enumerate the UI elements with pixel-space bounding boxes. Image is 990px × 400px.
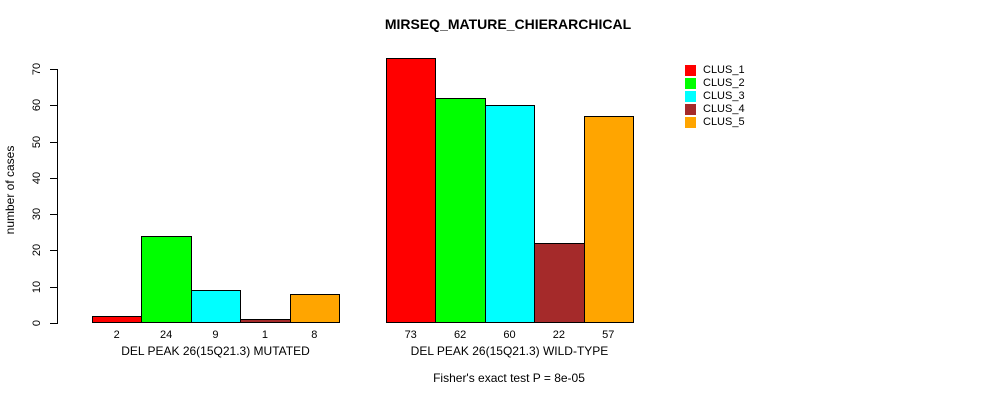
bar xyxy=(534,243,585,323)
bar-value-label: 62 xyxy=(453,329,467,341)
y-tick-mark xyxy=(50,177,57,179)
bar xyxy=(435,98,486,323)
legend-item-label: CLUS_2 xyxy=(703,77,745,89)
bar xyxy=(92,315,143,323)
legend-item: CLUS_2 xyxy=(685,77,745,90)
bar xyxy=(386,58,437,323)
y-tick-label: 10 xyxy=(31,280,43,293)
legend: CLUS_1 CLUS_2 CLUS_3 CLUS_4 CLUS_5 xyxy=(685,64,745,129)
legend-color-swatch xyxy=(685,65,696,76)
y-tick-label: 70 xyxy=(31,62,43,76)
annotation-text: Fisher's exact test P = 8e-05 xyxy=(433,371,585,385)
y-axis-line xyxy=(57,69,58,324)
bar xyxy=(141,235,192,323)
y-tick-mark xyxy=(50,286,57,288)
y-tick-mark xyxy=(50,250,57,252)
bar-value-label: 8 xyxy=(311,329,318,341)
y-tick-label: 40 xyxy=(31,171,43,184)
bar-value-label: 60 xyxy=(503,329,516,341)
legend-item: CLUS_1 xyxy=(685,64,745,77)
legend-item-label: CLUS_3 xyxy=(703,90,745,102)
legend-item: CLUS_5 xyxy=(685,116,745,129)
bar-value-label: 73 xyxy=(404,329,417,341)
legend-item-label: CLUS_5 xyxy=(703,116,745,128)
y-tick-label: 20 xyxy=(31,244,43,257)
chart-title: MIRSEQ_MATURE_CHIERARCHICAL xyxy=(384,16,632,32)
y-tick-label: 30 xyxy=(31,208,43,221)
bar xyxy=(240,319,291,323)
legend-color-swatch xyxy=(685,104,696,115)
y-axis-label: number of cases xyxy=(3,145,17,235)
legend-item-label: CLUS_1 xyxy=(703,64,745,76)
legend-color-swatch xyxy=(685,78,696,89)
legend-item: CLUS_4 xyxy=(685,103,745,116)
legend-item: CLUS_3 xyxy=(685,90,745,103)
y-tick-mark xyxy=(50,141,57,143)
y-tick-mark xyxy=(50,323,57,324)
bar-value-label: 57 xyxy=(602,329,615,341)
y-tick-mark xyxy=(50,105,57,107)
legend-color-swatch xyxy=(685,91,696,102)
bar xyxy=(583,116,634,323)
bar-value-label: 1 xyxy=(261,329,268,341)
y-tick-label: 0 xyxy=(31,319,43,327)
legend-item-label: CLUS_4 xyxy=(703,103,745,115)
bar-value-label: 22 xyxy=(552,329,565,341)
y-tick-mark xyxy=(50,69,57,70)
bar xyxy=(484,105,536,323)
y-tick-mark xyxy=(50,214,57,216)
category-label: DEL PEAK 26(15Q21.3) MUTATED xyxy=(121,344,310,358)
y-tick-label: 50 xyxy=(31,135,43,148)
bar-value-label: 24 xyxy=(159,329,173,341)
category-label: DEL PEAK 26(15Q21.3) WILD-TYPE xyxy=(410,344,609,358)
y-tick-label: 60 xyxy=(31,99,43,112)
bar xyxy=(190,290,242,323)
legend-color-swatch xyxy=(685,117,696,128)
bar xyxy=(289,293,340,323)
bar-value-label: 9 xyxy=(212,329,219,341)
bar-value-label: 2 xyxy=(113,329,120,341)
